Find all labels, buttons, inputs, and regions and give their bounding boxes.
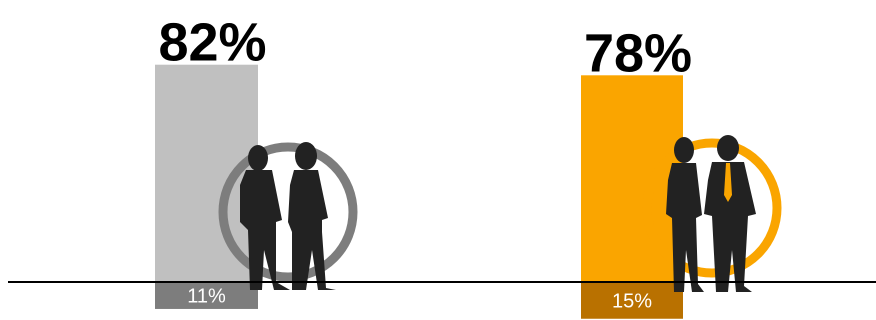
label-above-1: 82% xyxy=(158,13,266,73)
ring-1-icon xyxy=(218,142,358,282)
bar-below-1 xyxy=(155,282,258,309)
label-below-1: 11% xyxy=(187,285,226,307)
label-above-2: 78% xyxy=(584,23,692,83)
business-couple-silhouette-icon xyxy=(666,135,756,292)
group-1: 82% 11% xyxy=(155,13,358,309)
couple-silhouette-icon xyxy=(240,142,336,290)
bar-below-2 xyxy=(581,282,683,319)
label-below-2: 15% xyxy=(612,290,652,312)
bar-above-1 xyxy=(155,64,258,282)
ring-2-icon xyxy=(642,138,782,278)
group-2: 78% 15% xyxy=(581,23,782,319)
tie-accent-icon xyxy=(724,163,732,202)
